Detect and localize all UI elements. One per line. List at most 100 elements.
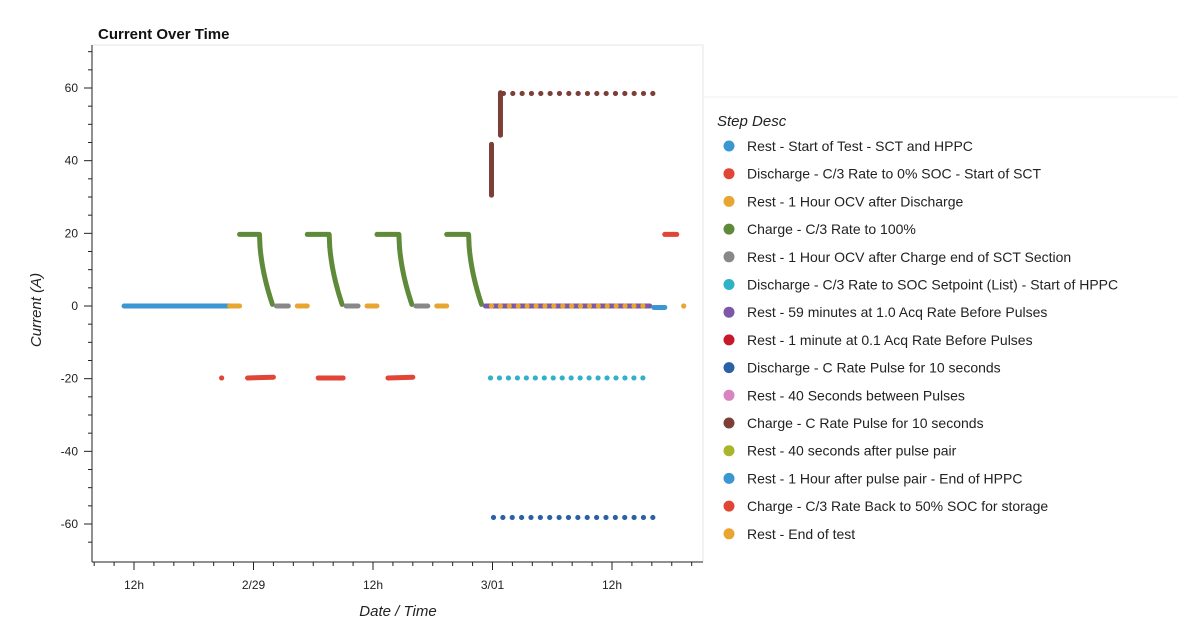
y-tick-label: 60: [65, 81, 79, 95]
legend-swatch: [723, 334, 735, 346]
data-point: [568, 375, 574, 381]
data-point: [612, 514, 618, 521]
data-point: [681, 303, 687, 309]
data-point: [500, 90, 507, 97]
legend-item: Rest - End of test: [723, 526, 855, 542]
y-ticks: 60 40 20 0 -20 -40 -60: [61, 81, 92, 531]
legend-label: Discharge - C/3 Rate to SOC Setpoint (Li…: [747, 277, 1118, 293]
legend-label: Discharge - C/3 Rate to 0% SOC - Start o…: [747, 166, 1042, 182]
data-point: [538, 90, 544, 97]
y-tick-label: 40: [65, 154, 79, 168]
data-point: [604, 303, 610, 309]
data-point: [622, 375, 628, 381]
data-point: [575, 514, 581, 521]
legend-swatch: [723, 223, 735, 235]
legend-swatch: [723, 306, 735, 318]
charge-curve: [237, 231, 275, 307]
legend-label: Rest - 1 Hour OCV after Discharge: [747, 193, 964, 209]
data-point: [604, 375, 610, 381]
data-point: [509, 514, 515, 521]
legend-label: Rest - Start of Test - SCT and HPPC: [747, 138, 973, 154]
data-point: [523, 375, 529, 381]
data-point: [559, 375, 565, 381]
data-point: [500, 514, 506, 521]
data-point: [524, 303, 530, 309]
legend-item: Rest - 1 Hour OCV after Discharge: [723, 193, 964, 209]
x-tick-label: 2/29: [242, 578, 266, 592]
legend-label: Discharge - C Rate Pulse for 10 seconds: [747, 360, 1001, 376]
x-tick-label: 3/01: [481, 578, 505, 592]
y-axis-title: Current (A): [28, 273, 45, 347]
legend-swatch: [723, 417, 735, 429]
legend-swatch: [723, 445, 735, 457]
legend-swatch: [723, 362, 735, 374]
series-2: [219, 374, 416, 381]
data-point: [640, 303, 646, 309]
data-point: [650, 90, 656, 97]
data-point: [595, 303, 601, 309]
data-point: [577, 375, 583, 381]
data-segment: [385, 374, 416, 381]
data-point: [506, 303, 512, 309]
y-minor-ticks: [88, 51, 92, 543]
x-ticks: 12h 2/29 12h 3/01 12h: [93, 562, 693, 592]
series-6: [487, 375, 646, 381]
data-point: [569, 303, 575, 309]
legend-swatch: [723, 251, 735, 263]
data-point: [593, 514, 600, 521]
data-point: [640, 514, 647, 521]
legend-label: Rest - 1 Hour OCV after Charge end of SC…: [747, 249, 1071, 265]
x-tick-label: 12h: [602, 578, 622, 592]
data-point: [496, 375, 503, 381]
data-point: [532, 375, 538, 381]
legend-swatch: [723, 472, 735, 484]
data-point: [497, 303, 504, 309]
legend-label: Charge - C/3 Rate to 100%: [747, 221, 916, 237]
legend-label: Rest - 1 Hour after pulse pair - End of …: [747, 470, 1022, 486]
data-point: [613, 303, 619, 309]
data-point: [560, 303, 566, 309]
data-point: [612, 90, 619, 97]
data-point: [566, 90, 572, 97]
y-tick-label: -40: [61, 444, 79, 458]
legend-label: Rest - 40 seconds after pulse pair: [747, 443, 957, 459]
x-tick-label: 12h: [363, 578, 383, 592]
data-point: [533, 303, 539, 309]
data-point: [488, 303, 495, 309]
data-point: [505, 375, 512, 381]
legend-label: Charge - C/3 Rate Back to 50% SOC for st…: [747, 498, 1048, 514]
series-9: [490, 514, 656, 521]
legend-item: Rest - 59 minutes at 1.0 Acq Rate Before…: [723, 304, 1047, 320]
data-point: [586, 375, 592, 381]
legend-swatch: [723, 528, 735, 540]
legend: Step Desc Rest - Start of Test - SCT and…: [703, 96, 1178, 542]
legend-item: Rest - Start of Test - SCT and HPPC: [723, 138, 973, 154]
legend-swatch: [723, 168, 735, 180]
y-tick-label: 0: [71, 299, 78, 313]
data-point: [219, 375, 225, 381]
data-point: [487, 375, 494, 381]
data-point: [631, 303, 637, 309]
data-point: [577, 303, 584, 309]
data-point: [556, 90, 563, 97]
legend-label: Rest - 1 minute at 0.1 Acq Rate Before P…: [747, 332, 1033, 348]
data-point: [631, 375, 637, 381]
legend-items: Rest - Start of Test - SCT and HPPC Disch…: [723, 138, 1118, 542]
data-point: [547, 90, 553, 97]
data-point: [510, 90, 516, 97]
legend-label: Rest - 40 Seconds between Pulses: [747, 387, 965, 403]
data-point: [575, 90, 581, 97]
data-point: [490, 514, 497, 521]
legend-item: Rest - 40 seconds after pulse pair: [723, 443, 957, 459]
data-point: [519, 90, 525, 97]
legend-item: Rest - 1 Hour after pulse pair - End of …: [723, 470, 1022, 486]
data-segment: [245, 374, 276, 381]
charge-curve: [444, 231, 485, 307]
charge-curve: [374, 231, 415, 307]
data-point: [603, 90, 609, 97]
legend-item: Discharge - C/3 Rate to SOC Setpoint (Li…: [723, 277, 1118, 293]
legend-swatch: [723, 500, 735, 512]
data-point: [565, 514, 572, 521]
legend-label: Rest - End of test: [747, 526, 855, 542]
